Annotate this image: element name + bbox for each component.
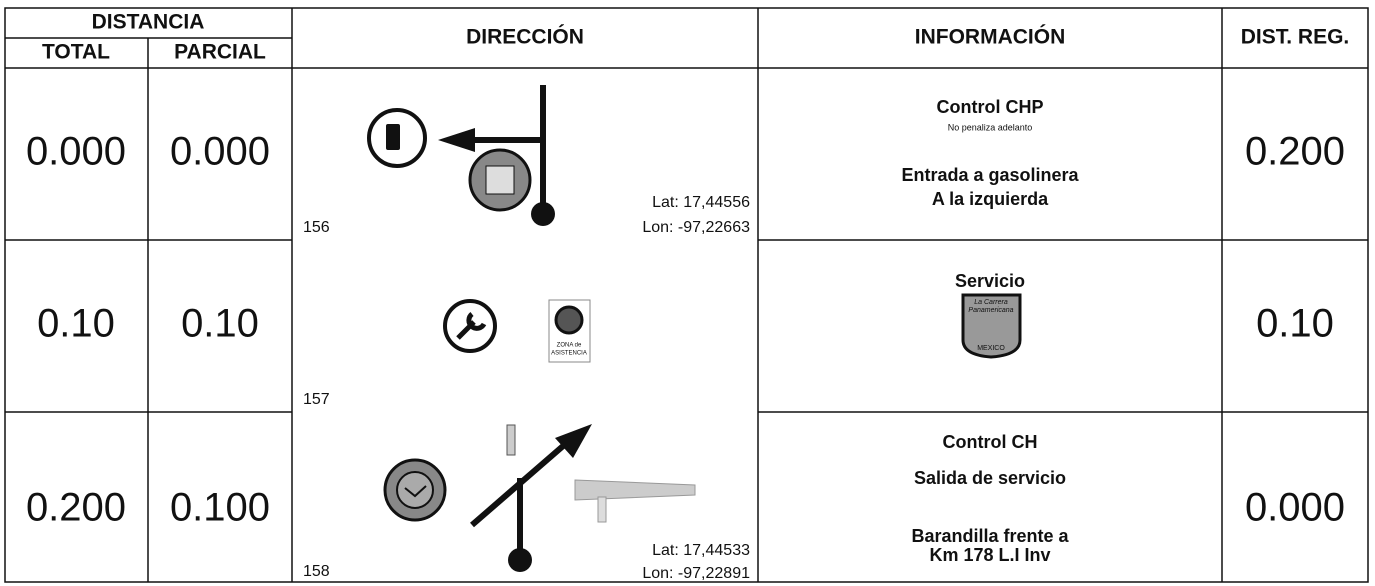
direction-diagram: [443, 299, 591, 363]
logo: [961, 293, 1022, 359]
info-line: No penaliza adelanto: [948, 122, 1033, 132]
parcial: 0.100: [170, 486, 270, 530]
sign-text: ASISTENCIA: [551, 351, 587, 357]
info-line: Salida de servicio: [914, 468, 1066, 488]
logo-text: MEXICO: [977, 345, 1005, 352]
info-line: Control CHP: [937, 97, 1044, 117]
case-number: 158: [303, 563, 330, 580]
info-line: Km 178 L.I Inv: [929, 545, 1050, 565]
info-line: Barandilla frente a: [911, 526, 1069, 546]
total: 0.200: [26, 486, 126, 530]
lat: Lat: 17,44533: [652, 542, 750, 559]
dist-reg: 0.200: [1245, 130, 1345, 174]
header: PARCIAL: [174, 41, 266, 64]
parcial: 0.000: [170, 130, 270, 174]
info-line: Servicio: [955, 271, 1025, 291]
header: DIRECCIÓN: [466, 25, 584, 49]
direction-diagram: [367, 85, 555, 226]
logo-text: Panamericana: [968, 307, 1013, 314]
case-number: 156: [303, 219, 330, 236]
lon: Lon: -97,22891: [642, 565, 750, 582]
total: 0.10: [37, 302, 115, 346]
total: 0.000: [26, 130, 126, 174]
case-number: 157: [303, 391, 330, 408]
sign-text: ZONA de: [557, 343, 582, 349]
header: DISTANCIA: [92, 11, 205, 34]
info-line: Entrada a gasolinera: [901, 165, 1079, 185]
direction-diagram: [383, 424, 696, 572]
header: TOTAL: [42, 41, 110, 64]
header: INFORMACIÓN: [915, 25, 1066, 49]
table-lines: [4, 7, 1369, 583]
dist-reg: 0.10: [1256, 302, 1334, 346]
logo-text: La Carrera: [974, 299, 1008, 306]
lat: Lat: 17,44556: [652, 194, 750, 211]
info-line: A la izquierda: [932, 189, 1049, 209]
dist-reg: 0.000: [1245, 486, 1345, 530]
lon: Lon: -97,22663: [642, 219, 750, 236]
info-line: Control CH: [943, 432, 1038, 452]
parcial: 0.10: [181, 302, 259, 346]
header: DIST. REG.: [1241, 26, 1350, 49]
